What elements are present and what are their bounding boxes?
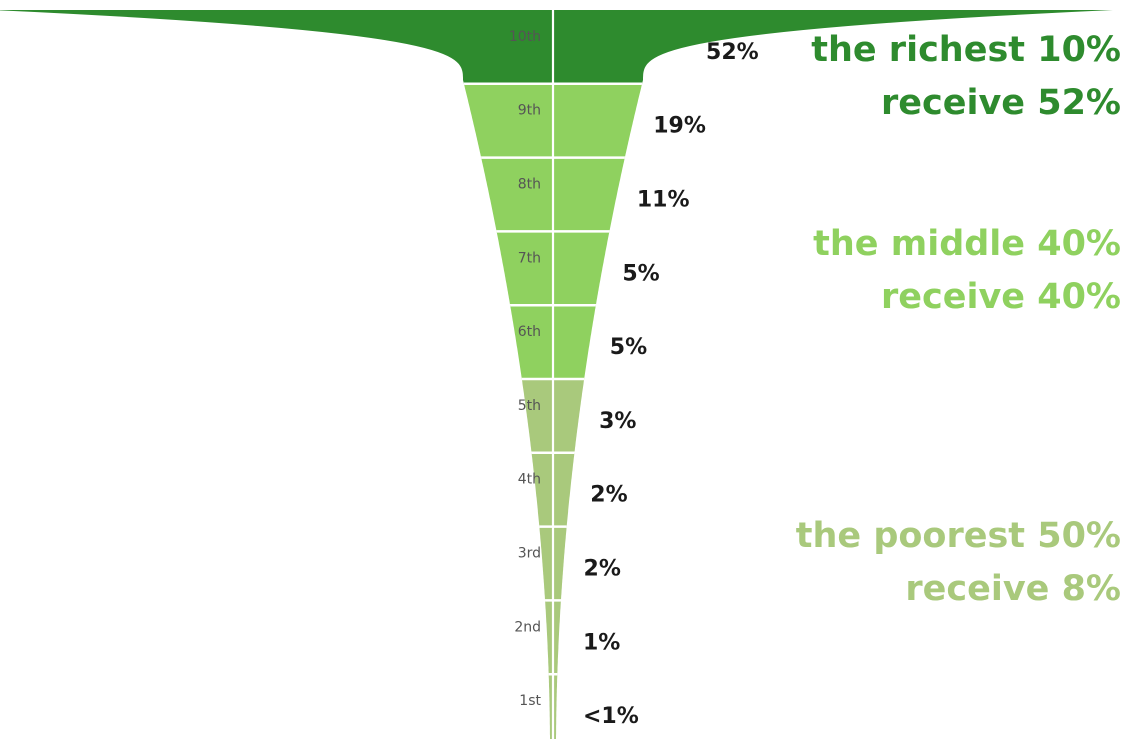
annotation-richest: the richest 10% receive 52% [811, 24, 1121, 130]
value-label-2nd: 1% [583, 630, 620, 655]
annotation-middle-line2: receive 40% [881, 277, 1121, 317]
decile-label-3rd: 3rd [518, 546, 541, 562]
value-label-5th: 3% [599, 409, 636, 434]
value-label-8th: 11% [637, 188, 690, 213]
decile-label-9th: 9th [518, 103, 541, 119]
value-label-3rd: 2% [584, 557, 621, 582]
annotation-middle-line1: the middle 40% [813, 224, 1121, 264]
decile-label-4th: 4th [518, 472, 541, 488]
decile-label-7th: 7th [518, 250, 541, 266]
annotation-poorest-line2: receive 8% [905, 569, 1121, 609]
decile-label-6th: 6th [518, 324, 541, 340]
annotation-richest-line1: the richest 10% [811, 30, 1121, 70]
value-label-7th: 5% [622, 261, 659, 286]
value-label-10th: 52% [706, 40, 759, 65]
value-label-4th: 2% [590, 483, 627, 508]
value-label-1st: <1% [583, 704, 639, 729]
funnel-band-1st [0, 674, 1113, 739]
decile-label-2nd: 2nd [514, 619, 541, 635]
annotation-middle: the middle 40% receive 40% [813, 218, 1121, 324]
decile-label-8th: 8th [518, 177, 541, 193]
decile-label-5th: 5th [518, 398, 541, 414]
decile-label-1st: 1st [519, 693, 541, 709]
value-label-9th: 19% [653, 114, 706, 139]
value-label-6th: 5% [610, 335, 647, 360]
annotation-poorest: the poorest 50% receive 8% [796, 510, 1121, 616]
decile-label-10th: 10th [509, 29, 541, 45]
funnel-band-5th [0, 379, 1113, 453]
annotation-poorest-line1: the poorest 50% [795, 516, 1121, 556]
annotation-richest-line2: receive 52% [881, 83, 1121, 123]
